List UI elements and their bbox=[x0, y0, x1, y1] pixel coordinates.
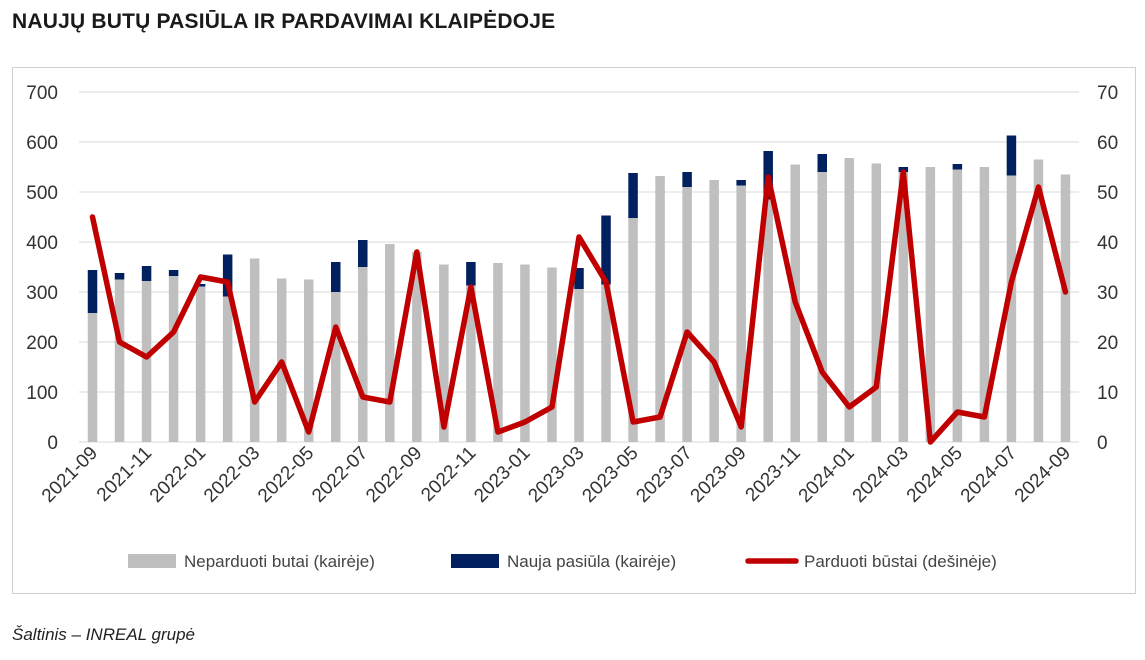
bar-unsold bbox=[439, 264, 449, 442]
bar-unsold bbox=[331, 292, 341, 442]
x-axis-tick-label: 2022-09 bbox=[362, 443, 426, 507]
x-axis-tick-label: 2022-01 bbox=[146, 443, 210, 507]
right-axis-tick-label: 50 bbox=[1097, 183, 1118, 204]
bar-unsold bbox=[87, 313, 98, 442]
right-axis-tick-label: 60 bbox=[1097, 133, 1118, 154]
bar-new-supply bbox=[141, 266, 152, 281]
bar-unsold bbox=[114, 279, 125, 442]
right-axis-tick-label: 70 bbox=[1097, 83, 1118, 104]
right-axis-tick-label: 40 bbox=[1097, 233, 1118, 254]
bar-unsold bbox=[358, 267, 368, 442]
chart-title: NAUJŲ BUTŲ PASIŪLA IR PARDAVIMAI KLAIPĖD… bbox=[12, 10, 556, 33]
bar-unsold bbox=[655, 176, 665, 442]
x-axis-tick-label: 2022-03 bbox=[200, 443, 264, 507]
bar-unsold bbox=[1060, 174, 1071, 442]
legend-label-unsold: Neparduoti butai (kairėje) bbox=[184, 552, 375, 571]
x-axis-tick-label: 2022-07 bbox=[308, 443, 372, 507]
bar-unsold bbox=[303, 279, 314, 442]
bar-unsold bbox=[547, 267, 557, 442]
x-axis-tick-label: 2024-09 bbox=[1011, 443, 1075, 507]
legend-label-sold: Parduoti būstai (dešinėje) bbox=[804, 552, 997, 571]
left-axis-tick-label: 700 bbox=[26, 83, 58, 104]
left-axis-tick-label: 400 bbox=[26, 233, 58, 254]
x-axis-tick-label: 2024-01 bbox=[795, 443, 859, 507]
source-note: Šaltinis – INREAL grupė bbox=[12, 625, 196, 644]
line-sold bbox=[89, 169, 1069, 445]
bar-unsold bbox=[952, 169, 963, 442]
bar-unsold bbox=[979, 167, 990, 442]
bar-new-supply bbox=[195, 284, 206, 287]
bar-new-supply bbox=[682, 172, 692, 187]
x-axis-tick-label: 2024-07 bbox=[957, 443, 1021, 507]
bar-unsold bbox=[195, 286, 206, 442]
bar-unsold bbox=[628, 218, 638, 442]
left-axis-tick-label: 200 bbox=[26, 333, 58, 354]
right-axis-tick-label: 20 bbox=[1097, 333, 1118, 354]
bar-unsold bbox=[466, 285, 476, 442]
bar-unsold bbox=[898, 172, 909, 442]
left-axis-tick-label: 100 bbox=[26, 383, 58, 404]
left-axis-tick-label: 500 bbox=[26, 183, 58, 204]
bar-new-supply bbox=[358, 240, 368, 267]
legend-swatch-unsold bbox=[128, 554, 176, 568]
x-axis-tick-label: 2023-03 bbox=[524, 443, 588, 507]
x-axis-tick-label: 2024-03 bbox=[849, 443, 913, 507]
bar-new-supply bbox=[168, 270, 179, 276]
x-axis-tick-label: 2021-11 bbox=[93, 443, 156, 506]
left-axis-tick-label: 0 bbox=[47, 433, 58, 454]
bar-unsold bbox=[871, 163, 882, 442]
bar-new-supply bbox=[952, 164, 963, 170]
bar-new-supply bbox=[87, 270, 98, 313]
bar-unsold bbox=[1006, 175, 1017, 442]
right-axis-tick-label: 0 bbox=[1097, 433, 1108, 454]
bar-unsold bbox=[249, 258, 260, 442]
legend-label-new-supply: Nauja pasiūla (kairėje) bbox=[507, 552, 676, 571]
bar-new-supply bbox=[817, 154, 827, 172]
x-axis-tick-label: 2022-11 bbox=[417, 443, 480, 506]
bar-unsold bbox=[222, 296, 233, 442]
bar-unsold bbox=[412, 252, 422, 442]
bar-new-supply bbox=[736, 180, 746, 186]
bar-new-supply bbox=[466, 262, 476, 286]
x-axis-tick-label: 2024-05 bbox=[903, 443, 967, 507]
bar-new-supply bbox=[1006, 135, 1017, 176]
x-axis-tick-label: 2023-09 bbox=[687, 443, 751, 507]
bar-unsold bbox=[763, 199, 773, 442]
bar-unsold bbox=[844, 158, 855, 442]
bar-new-supply bbox=[114, 273, 125, 280]
bar-new-supply bbox=[574, 268, 584, 289]
bar-new-supply bbox=[601, 215, 611, 285]
legend-swatch-new-supply bbox=[451, 554, 499, 568]
bar-unsold bbox=[168, 276, 179, 442]
bar-unsold bbox=[1033, 159, 1044, 442]
bar-unsold bbox=[925, 167, 936, 442]
left-axis-tick-label: 600 bbox=[26, 133, 58, 154]
bar-new-supply bbox=[222, 254, 233, 297]
chart-frame bbox=[12, 67, 1136, 594]
bar-unsold bbox=[817, 172, 827, 442]
bar-unsold bbox=[574, 289, 584, 442]
bar-unsold bbox=[682, 187, 692, 442]
bar-unsold bbox=[736, 185, 746, 442]
bar-unsold bbox=[141, 281, 152, 442]
bar-new-supply bbox=[628, 173, 638, 218]
bar-unsold bbox=[601, 284, 611, 442]
x-axis-tick-label: 2023-11 bbox=[742, 443, 805, 506]
bar-unsold bbox=[385, 244, 395, 442]
x-axis-tick-label: 2022-05 bbox=[254, 443, 318, 507]
right-axis-tick-label: 10 bbox=[1097, 383, 1118, 404]
left-axis-tick-label: 300 bbox=[26, 283, 58, 304]
bar-unsold bbox=[520, 264, 530, 442]
x-axis-tick-label: 2023-01 bbox=[470, 443, 534, 507]
bar-unsold bbox=[709, 180, 719, 442]
x-axis-tick-label: 2023-05 bbox=[578, 443, 642, 507]
bar-new-supply bbox=[331, 262, 341, 292]
right-axis-tick-label: 30 bbox=[1097, 283, 1118, 304]
x-axis-tick-label: 2023-07 bbox=[632, 443, 696, 507]
bar-unsold bbox=[493, 263, 503, 442]
